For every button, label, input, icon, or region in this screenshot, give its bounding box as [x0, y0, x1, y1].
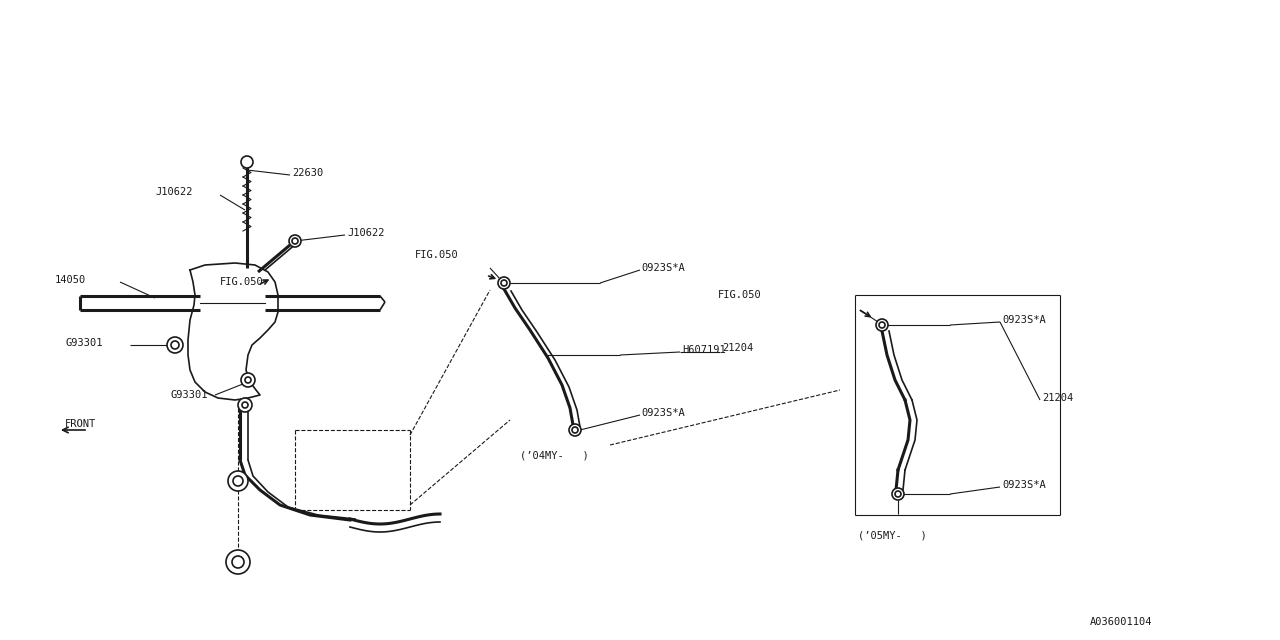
- Circle shape: [892, 488, 904, 500]
- Text: 0923S*A: 0923S*A: [641, 408, 685, 418]
- Text: 22630: 22630: [292, 168, 324, 178]
- Circle shape: [166, 337, 183, 353]
- Text: 0923S*A: 0923S*A: [641, 263, 685, 273]
- Circle shape: [172, 341, 179, 349]
- Circle shape: [232, 556, 244, 568]
- Circle shape: [228, 471, 248, 491]
- Circle shape: [498, 277, 509, 289]
- Circle shape: [233, 476, 243, 486]
- Circle shape: [500, 280, 507, 286]
- Circle shape: [241, 156, 253, 168]
- Text: A036001104: A036001104: [1091, 617, 1152, 627]
- Text: FRONT: FRONT: [65, 419, 96, 429]
- Circle shape: [570, 424, 581, 436]
- Text: H607191: H607191: [682, 345, 726, 355]
- Text: 0923S*A: 0923S*A: [1002, 315, 1046, 325]
- Circle shape: [241, 373, 255, 387]
- Text: 21204: 21204: [1042, 393, 1073, 403]
- Circle shape: [572, 427, 579, 433]
- Circle shape: [876, 319, 888, 331]
- Circle shape: [244, 377, 251, 383]
- Text: FIG.050: FIG.050: [718, 290, 762, 300]
- Text: (’05MY-   ): (’05MY- ): [858, 530, 927, 540]
- Text: 14050: 14050: [55, 275, 86, 285]
- Text: G93301: G93301: [170, 390, 207, 400]
- Text: 0923S*A: 0923S*A: [1002, 480, 1046, 490]
- Text: FIG.050: FIG.050: [415, 250, 458, 260]
- Circle shape: [895, 491, 901, 497]
- Text: J10622: J10622: [347, 228, 384, 238]
- Circle shape: [289, 235, 301, 247]
- Text: J10622: J10622: [155, 187, 192, 197]
- Circle shape: [879, 322, 884, 328]
- Circle shape: [242, 402, 248, 408]
- Circle shape: [227, 550, 250, 574]
- Text: FIG.050: FIG.050: [220, 277, 264, 287]
- Text: (’04MY-   ): (’04MY- ): [520, 450, 589, 460]
- Circle shape: [292, 238, 298, 244]
- Text: 21204: 21204: [722, 343, 753, 353]
- Text: G93301: G93301: [65, 338, 102, 348]
- Circle shape: [238, 398, 252, 412]
